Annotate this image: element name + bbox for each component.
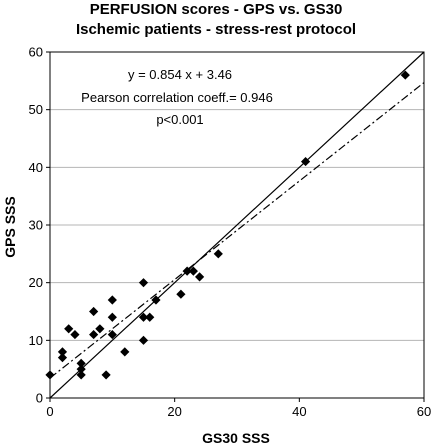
data-point <box>195 272 205 282</box>
x-tick-label: 40 <box>292 404 306 419</box>
identity-line <box>49 51 425 399</box>
chart-subtitle: Ischemic patients - stress-rest protocol <box>75 21 357 38</box>
data-point <box>57 353 68 363</box>
chart-title: PERFUSION scores - GPS vs. GS30 <box>89 1 343 18</box>
data-point <box>64 324 74 334</box>
y-tick-label: 20 <box>29 275 43 290</box>
annotations: y = 0.854 x + 3.46 Pearson correlation c… <box>81 67 273 127</box>
data-point <box>138 335 149 345</box>
pvalue-label: p<0.001 <box>156 112 203 127</box>
data-point <box>176 289 186 299</box>
y-tick-label: 40 <box>29 160 43 175</box>
data-point <box>89 329 99 340</box>
data-point <box>400 70 410 80</box>
data-point <box>145 312 155 322</box>
data-point <box>57 347 68 357</box>
x-axis-ticks: 0 20 40 60 <box>46 398 431 419</box>
data-point <box>138 312 149 322</box>
data-point <box>138 278 149 288</box>
data-point <box>45 370 55 380</box>
data-point <box>188 266 198 276</box>
x-axis-label: GS30 SSS <box>202 430 270 446</box>
data-point <box>151 295 161 305</box>
data-point <box>182 266 192 276</box>
correlation-label: Pearson correlation coeff.= 0.946 <box>81 90 273 105</box>
y-tick-label: 10 <box>29 333 43 348</box>
data-point <box>76 364 86 374</box>
y-tick-label: 0 <box>36 391 43 406</box>
x-tick-label: 60 <box>417 404 431 419</box>
data-point <box>213 249 223 259</box>
data-point <box>101 370 111 380</box>
data-point <box>95 324 105 334</box>
y-axis-ticks: 0 10 20 30 40 50 60 <box>29 45 50 406</box>
y-tick-label: 50 <box>29 102 43 117</box>
data-point <box>107 312 117 322</box>
data-point <box>76 358 86 368</box>
data-point <box>89 306 99 317</box>
regression-line <box>49 82 425 379</box>
y-tick-label: 30 <box>29 218 43 233</box>
equation-label: y = 0.854 x + 3.46 <box>128 67 232 82</box>
data-point <box>76 370 86 380</box>
data-points <box>45 70 410 380</box>
data-point <box>300 156 311 167</box>
data-point <box>120 347 130 357</box>
y-axis-label: GPS SSS <box>2 196 18 257</box>
data-point <box>70 329 80 340</box>
x-tick-label: 20 <box>167 404 181 419</box>
data-point <box>107 295 117 305</box>
y-tick-label: 60 <box>29 45 43 60</box>
data-point <box>107 329 117 340</box>
x-tick-label: 0 <box>46 404 53 419</box>
